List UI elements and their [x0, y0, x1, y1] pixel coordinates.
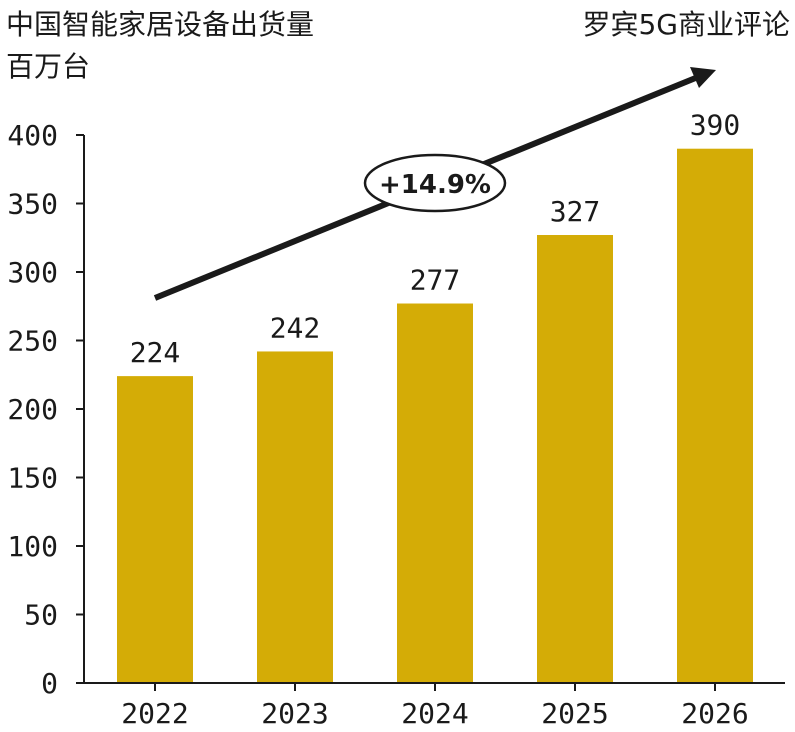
- y-tick-label: 0: [41, 667, 58, 700]
- y-axis: 0 50 100 150 200 250 300 350 400: [7, 119, 85, 700]
- y-tick-label: 150: [7, 462, 58, 495]
- growth-badge: [363, 153, 507, 213]
- y-tick-label: 400: [7, 119, 58, 152]
- growth-annotation: +14.9%: [153, 67, 716, 301]
- bar-2024: [397, 303, 473, 683]
- source-label: 罗宾5G商业评论: [582, 8, 790, 41]
- bar-2025: [537, 235, 613, 683]
- x-tick-label-2023: 2023: [261, 697, 328, 730]
- y-tick-label: 200: [7, 393, 58, 426]
- data-label-2026: 390: [690, 109, 741, 142]
- chart-title: 中国智能家居设备出货量: [6, 8, 314, 41]
- y-tick-label: 100: [7, 530, 58, 563]
- bar-2026: [677, 148, 753, 683]
- data-label-2024: 277: [410, 264, 461, 297]
- x-tick-label-2022: 2022: [121, 697, 188, 730]
- x-tick-label-2024: 2024: [401, 697, 468, 730]
- x-tick-label-2025: 2025: [541, 697, 608, 730]
- bars: 224 242 277 327 390: [117, 109, 753, 683]
- bar-2023: [257, 351, 333, 683]
- growth-rate-label: +14.9%: [379, 170, 491, 200]
- data-label-2023: 242: [270, 311, 321, 344]
- y-tick-label: 350: [7, 188, 58, 221]
- arrow-head-icon: [690, 67, 716, 88]
- y-tick-label: 50: [24, 599, 58, 632]
- x-axis: 2022 2023 2024 2025 2026: [84, 682, 785, 730]
- x-tick-label-2026: 2026: [681, 697, 748, 730]
- bar-2022: [117, 376, 193, 683]
- data-label-2022: 224: [130, 336, 181, 369]
- y-tick-label: 300: [7, 256, 58, 289]
- y-tick-label: 250: [7, 325, 58, 358]
- unit-label: 百万台: [6, 50, 90, 83]
- data-label-2025: 327: [550, 195, 601, 228]
